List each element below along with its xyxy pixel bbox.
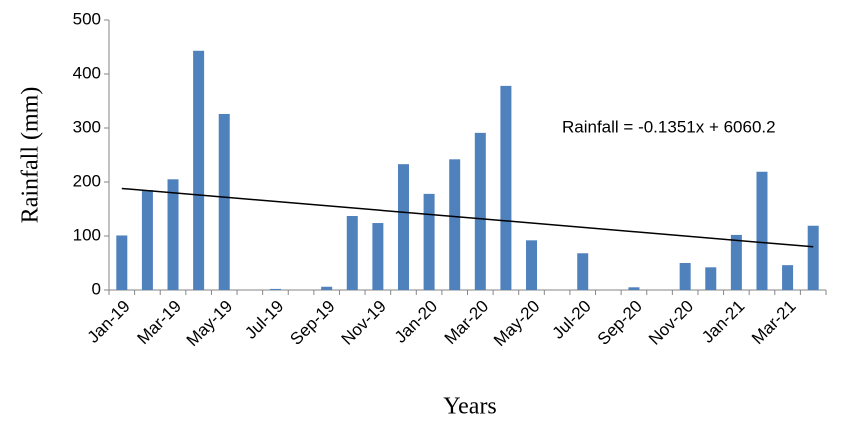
bar [730, 234, 742, 290]
x-tick-label: Sep-20 [594, 297, 646, 349]
x-tick-label: Nov-19 [338, 297, 390, 349]
bar [269, 288, 281, 290]
bar [167, 179, 179, 290]
y-tick-label: 0 [92, 279, 101, 298]
bar [526, 240, 538, 290]
x-tick-label: Jul-19 [241, 297, 287, 343]
bar [116, 235, 128, 290]
trendline-label: Rainfall = -0.1351x + 6060.2 [562, 117, 776, 136]
x-tick-label: May-20 [490, 297, 544, 351]
trendline [121, 187, 814, 248]
bar [807, 225, 819, 290]
bar [782, 265, 794, 290]
bar [500, 85, 512, 290]
y-tick-label: 500 [73, 9, 101, 28]
bar [423, 193, 435, 290]
y-axis-title: Rainfall (mm) [18, 87, 44, 224]
x-tick-label: Jan-19 [84, 297, 134, 347]
x-tick-label: Jul-20 [549, 297, 595, 343]
y-tick-label: 200 [73, 171, 101, 190]
bar [372, 223, 384, 290]
x-tick-label: May-19 [183, 297, 237, 351]
bar [321, 286, 333, 290]
x-tick-label: Mar-20 [441, 297, 493, 349]
bar [449, 159, 461, 290]
x-tick-label: Jan-20 [391, 297, 441, 347]
x-tick-label: Mar-19 [133, 297, 185, 349]
bar [346, 216, 358, 290]
bar [218, 113, 230, 291]
bar [628, 287, 640, 290]
x-tick-label: Sep-19 [286, 297, 338, 349]
y-tick-label: 100 [73, 225, 101, 244]
bar [141, 190, 153, 290]
x-tick-label: Nov-20 [645, 297, 697, 349]
bar [577, 253, 589, 290]
x-tick-label: Mar-21 [748, 297, 800, 349]
y-tick-label: 300 [73, 117, 101, 136]
x-axis-title: Years [443, 394, 497, 420]
bar [193, 50, 205, 290]
bar [705, 267, 717, 290]
bar [679, 263, 691, 290]
bar [474, 132, 486, 290]
bar [397, 164, 409, 290]
y-tick-label: 400 [73, 63, 101, 82]
bar [756, 171, 768, 290]
x-tick-label: Jan-21 [698, 297, 748, 347]
